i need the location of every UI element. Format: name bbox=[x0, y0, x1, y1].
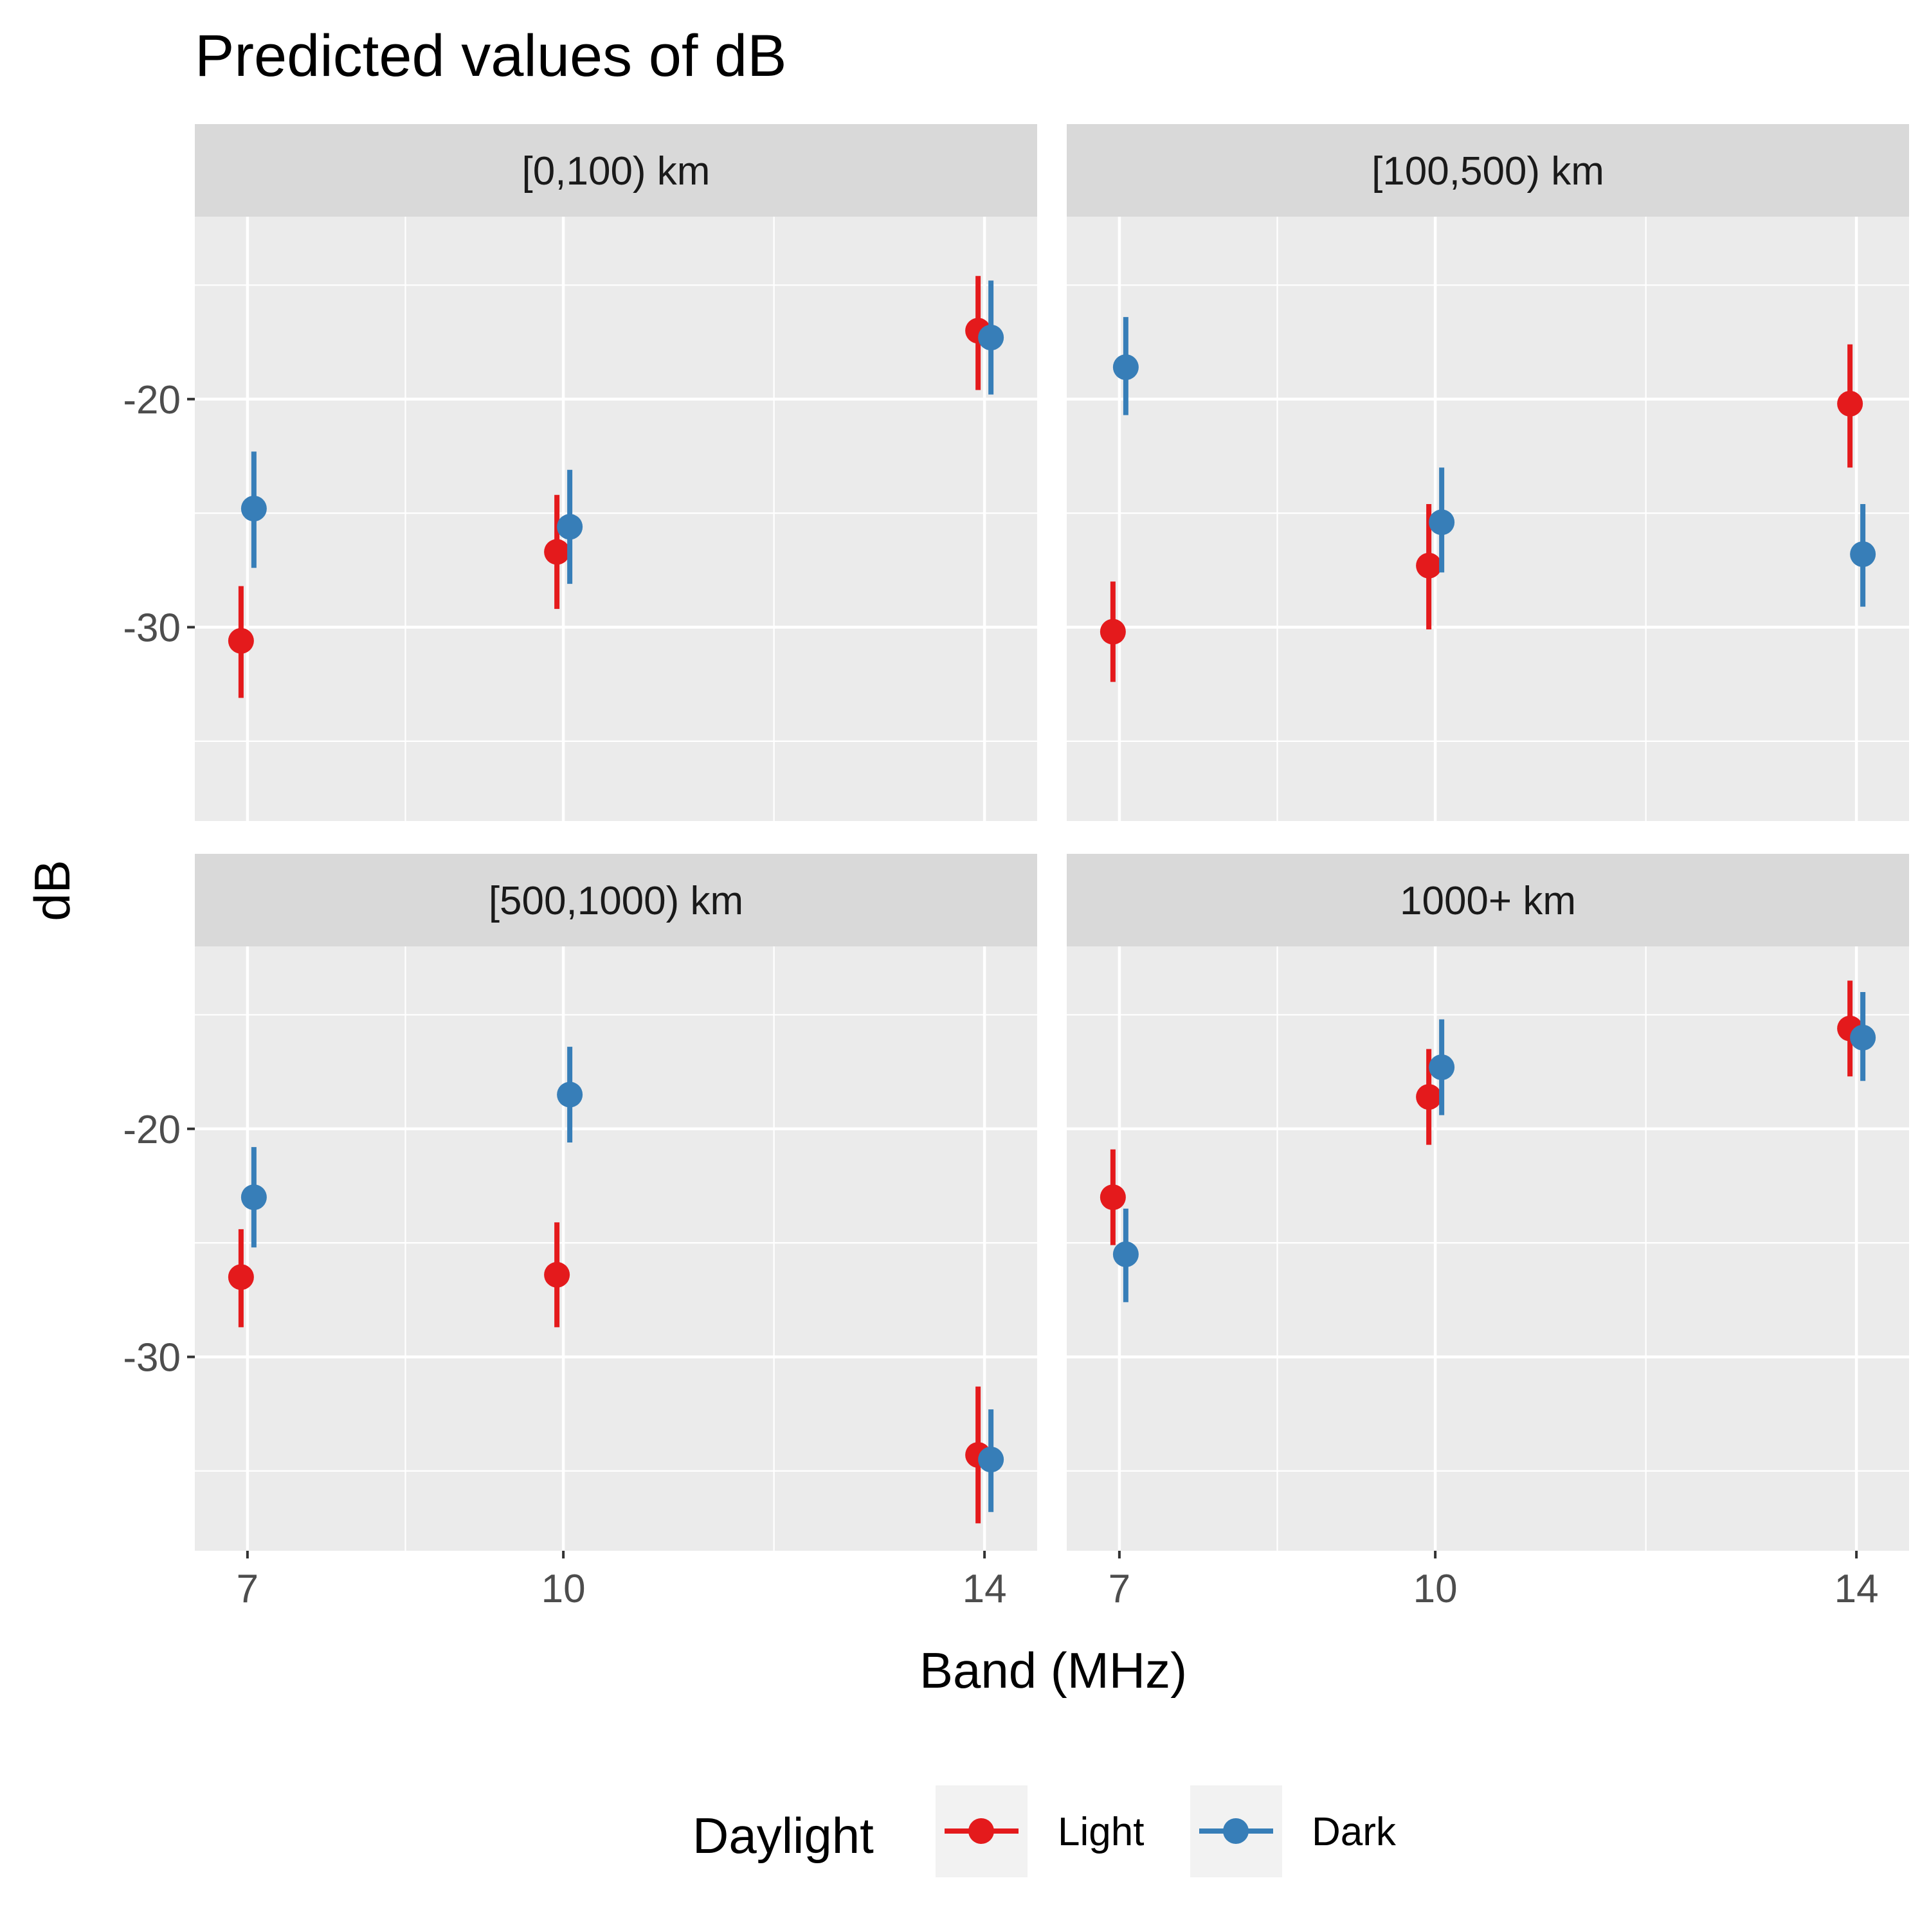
y-axis-title: dB bbox=[24, 860, 80, 921]
y-tick-label: -30 bbox=[123, 606, 181, 650]
x-tick-label: 10 bbox=[541, 1567, 586, 1611]
facet-strip bbox=[195, 854, 1037, 946]
point-dark bbox=[240, 1184, 267, 1211]
point-dark bbox=[1429, 509, 1455, 536]
facet-panel: [0,100) km bbox=[195, 124, 1037, 821]
facet-strip bbox=[1067, 854, 1909, 946]
point-light bbox=[228, 627, 254, 654]
legend-title: Daylight bbox=[693, 1807, 874, 1864]
point-light bbox=[1416, 552, 1442, 579]
point-dark bbox=[978, 1447, 1004, 1473]
legend-item-dark: Dark bbox=[1190, 1785, 1397, 1877]
legend-item-light: Light bbox=[936, 1785, 1144, 1877]
x-tick-label: 10 bbox=[1413, 1567, 1458, 1611]
point-dark bbox=[1112, 1241, 1139, 1267]
facet-strip bbox=[195, 124, 1037, 217]
point-dark bbox=[1850, 541, 1876, 567]
panel-background bbox=[1067, 946, 1909, 1551]
point-dark bbox=[1112, 354, 1139, 381]
facet-strip-label: [100,500) km bbox=[1372, 149, 1604, 194]
point-light bbox=[1416, 1084, 1442, 1110]
point-light bbox=[544, 1261, 570, 1288]
legend: Daylight Light Dark bbox=[693, 1785, 1397, 1877]
y-tick-label: -30 bbox=[123, 1335, 181, 1380]
point-dark bbox=[240, 496, 267, 522]
y-tick-label: -20 bbox=[123, 378, 181, 422]
legend-label: Light bbox=[1058, 1810, 1144, 1854]
facet-panel: [500,1000) km bbox=[195, 854, 1037, 1551]
x-tick-label: 14 bbox=[1834, 1567, 1879, 1611]
legend-label: Dark bbox=[1312, 1810, 1397, 1854]
panel-background bbox=[1067, 217, 1909, 821]
panel-background bbox=[195, 217, 1037, 821]
x-tick-label: 14 bbox=[963, 1567, 1007, 1611]
point-dark bbox=[1429, 1054, 1455, 1080]
facet-strip-label: [500,1000) km bbox=[489, 879, 743, 923]
point-dark bbox=[1850, 1024, 1876, 1051]
facet-panel: 1000+ km bbox=[1067, 854, 1909, 1551]
x-tick-label: 7 bbox=[1109, 1567, 1130, 1611]
legend-key-point bbox=[968, 1818, 994, 1844]
panels: [0,100) km [100,500) km [500,1000) km 1000+… bbox=[195, 124, 1909, 1551]
point-light bbox=[1100, 1184, 1126, 1211]
point-light bbox=[1837, 390, 1863, 417]
point-dark bbox=[557, 514, 583, 540]
facet-strip-label: [0,100) km bbox=[522, 149, 711, 194]
y-tick-label: -20 bbox=[123, 1108, 181, 1152]
x-axis-title: Band (MHz) bbox=[919, 1642, 1187, 1699]
point-dark bbox=[557, 1081, 583, 1108]
panel-background bbox=[195, 946, 1037, 1551]
x-tick-label: 7 bbox=[237, 1567, 258, 1611]
point-light bbox=[544, 539, 570, 565]
legend-key-point bbox=[1223, 1818, 1249, 1844]
point-light bbox=[228, 1264, 254, 1290]
point-dark bbox=[978, 325, 1004, 350]
axes: -20 -30 -20 -30 7 10 14 7 10 14 bbox=[123, 378, 1878, 1611]
facet-panel: [100,500) km bbox=[1067, 124, 1909, 821]
chart-title: Predicted values of dB bbox=[195, 23, 787, 89]
point-light bbox=[1100, 618, 1126, 645]
facet-strip bbox=[1067, 124, 1909, 217]
facet-strip-label: 1000+ km bbox=[1400, 879, 1576, 923]
